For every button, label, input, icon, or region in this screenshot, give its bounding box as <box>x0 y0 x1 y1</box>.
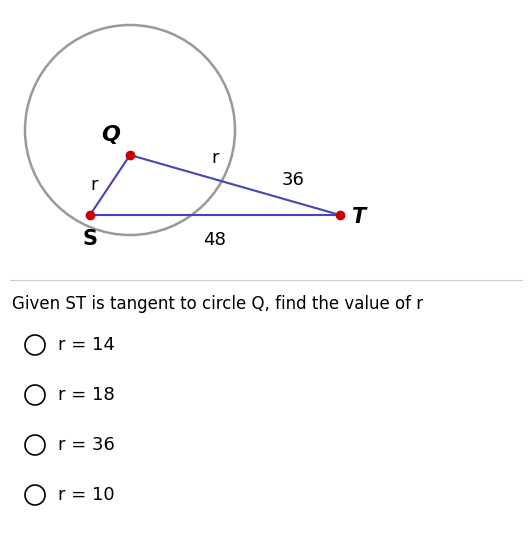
Text: S: S <box>82 229 97 249</box>
Text: T: T <box>352 207 366 227</box>
Text: r: r <box>90 176 98 194</box>
Text: r = 36: r = 36 <box>58 436 115 454</box>
Text: Q: Q <box>101 125 120 145</box>
Text: r = 14: r = 14 <box>58 336 115 354</box>
Text: r = 18: r = 18 <box>58 386 115 404</box>
Text: r: r <box>211 149 219 167</box>
Text: 36: 36 <box>281 171 304 189</box>
Text: 48: 48 <box>204 231 227 249</box>
Text: Given ST is tangent to circle Q, find the value of r: Given ST is tangent to circle Q, find th… <box>12 295 423 313</box>
Text: r = 10: r = 10 <box>58 486 114 504</box>
